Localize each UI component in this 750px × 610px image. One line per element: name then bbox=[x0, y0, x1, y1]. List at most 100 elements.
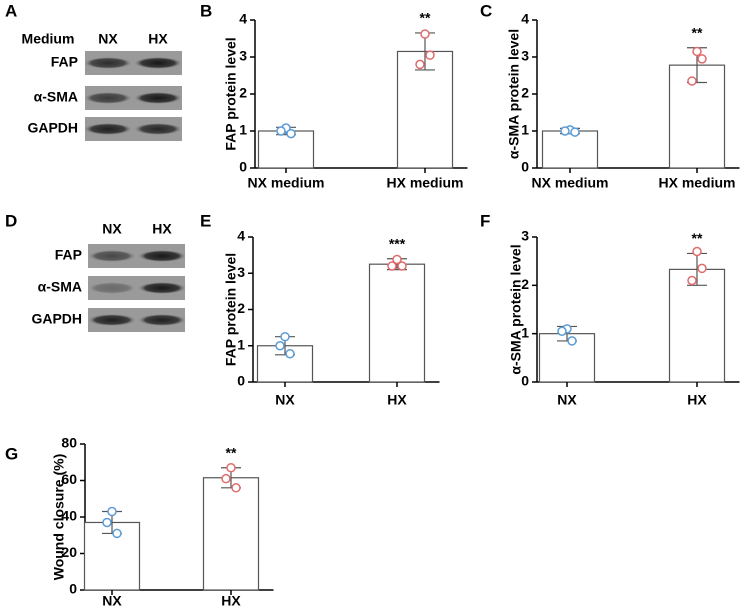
data-point bbox=[286, 128, 296, 139]
x-tick-label: HX bbox=[387, 392, 407, 408]
panel-letter: F bbox=[480, 211, 490, 230]
blot-column-label: HX bbox=[148, 31, 168, 47]
y-axis-label: α-SMA protein level bbox=[508, 244, 524, 374]
data-point bbox=[687, 275, 697, 286]
blot-band bbox=[138, 314, 186, 326]
significance: ** bbox=[420, 10, 431, 26]
y-tick-label: 20 bbox=[61, 544, 77, 560]
blot-band bbox=[84, 57, 132, 69]
y-tick-label: 2 bbox=[521, 85, 529, 101]
data-point bbox=[567, 336, 577, 346]
bar bbox=[541, 130, 599, 169]
blot-row-label: GAPDH bbox=[27, 120, 78, 136]
blot-row-label: GAPDH bbox=[31, 311, 82, 327]
y-tick-label: 1 bbox=[237, 336, 245, 352]
y-tick-label: 40 bbox=[61, 508, 77, 524]
y-axis-label: FAP protein level bbox=[223, 37, 239, 150]
blot-header: Medium bbox=[22, 31, 75, 47]
data-point bbox=[560, 126, 570, 136]
bar bbox=[668, 268, 726, 383]
blot-row-label: α-SMA bbox=[38, 279, 82, 295]
y-tick-label: 1 bbox=[521, 122, 529, 138]
x-tick-label: NX bbox=[102, 593, 122, 609]
data-point bbox=[102, 517, 112, 528]
x-tick-label: HX medium bbox=[658, 175, 735, 191]
x-tick-label: HX bbox=[221, 593, 241, 609]
y-axis-label: Wound closure (%) bbox=[51, 454, 67, 581]
y-axis-label: FAP protein level bbox=[223, 253, 239, 366]
blot-column-label: NX bbox=[102, 221, 122, 237]
x-tick-label: HX medium bbox=[386, 175, 463, 191]
y-tick-label: 2 bbox=[239, 85, 247, 101]
data-point bbox=[697, 263, 707, 274]
blot-band bbox=[84, 123, 132, 135]
data-point bbox=[275, 341, 285, 351]
significance: ** bbox=[692, 24, 703, 40]
bar bbox=[257, 130, 315, 169]
data-point bbox=[692, 46, 702, 57]
bar bbox=[202, 477, 260, 591]
y-tick-label: 60 bbox=[61, 471, 77, 487]
x-tick-label: NX bbox=[557, 392, 577, 408]
blot-band bbox=[134, 57, 182, 69]
panel-letter: C bbox=[480, 1, 492, 20]
x-tick-label: NX bbox=[275, 392, 295, 408]
blot-column-label: HX bbox=[152, 221, 172, 237]
blot-row-label: FAP bbox=[55, 247, 82, 263]
y-tick-label: 0 bbox=[237, 373, 245, 389]
data-point bbox=[285, 348, 295, 359]
data-point bbox=[280, 331, 290, 342]
bar bbox=[368, 263, 426, 383]
blot-band bbox=[88, 282, 136, 294]
data-point bbox=[231, 483, 241, 493]
blot-band bbox=[88, 314, 136, 326]
data-point bbox=[397, 261, 407, 271]
y-tick-label: 80 bbox=[61, 435, 77, 451]
panel-letter: G bbox=[5, 444, 18, 463]
x-tick-label: NX medium bbox=[247, 175, 324, 191]
blot-band bbox=[134, 92, 182, 104]
y-tick-label: 3 bbox=[237, 264, 245, 280]
data-point bbox=[420, 29, 430, 39]
data-point bbox=[557, 326, 567, 336]
y-tick-label: 4 bbox=[237, 228, 245, 244]
y-tick-label: 4 bbox=[521, 11, 529, 27]
y-tick-label: 0 bbox=[239, 159, 247, 175]
y-tick-label: 1 bbox=[239, 122, 247, 138]
y-tick-label: 1 bbox=[521, 324, 529, 340]
y-tick-label: 3 bbox=[239, 48, 247, 64]
data-point bbox=[112, 528, 122, 539]
y-tick-label: 3 bbox=[521, 228, 529, 244]
data-point bbox=[687, 76, 697, 86]
significance: ** bbox=[692, 230, 703, 246]
blot-band bbox=[134, 123, 182, 135]
data-point bbox=[107, 506, 117, 517]
significance: ** bbox=[226, 444, 237, 460]
data-point bbox=[221, 473, 231, 484]
data-point bbox=[276, 126, 286, 136]
panel-letter: D bbox=[5, 211, 17, 230]
y-tick-label: 4 bbox=[239, 11, 247, 27]
data-point bbox=[387, 261, 397, 271]
x-tick-label: HX bbox=[687, 392, 707, 408]
significance: *** bbox=[389, 235, 406, 251]
y-tick-label: 0 bbox=[69, 581, 77, 597]
panel-letter: B bbox=[200, 1, 212, 20]
x-tick-label: NX medium bbox=[531, 175, 608, 191]
blot-row-label: FAP bbox=[51, 54, 78, 70]
blot-column-label: NX bbox=[98, 31, 118, 47]
blot-row-label: α-SMA bbox=[34, 89, 78, 105]
bar bbox=[538, 333, 596, 383]
data-point bbox=[697, 54, 707, 64]
panel-letter: E bbox=[200, 211, 211, 230]
blot-band bbox=[138, 282, 186, 294]
y-tick-label: 2 bbox=[521, 276, 529, 292]
bar bbox=[396, 50, 454, 169]
y-tick-label: 3 bbox=[521, 48, 529, 64]
panel-letter: A bbox=[5, 1, 17, 20]
data-point bbox=[425, 50, 435, 60]
blot-band bbox=[138, 250, 186, 262]
data-point bbox=[570, 127, 580, 137]
